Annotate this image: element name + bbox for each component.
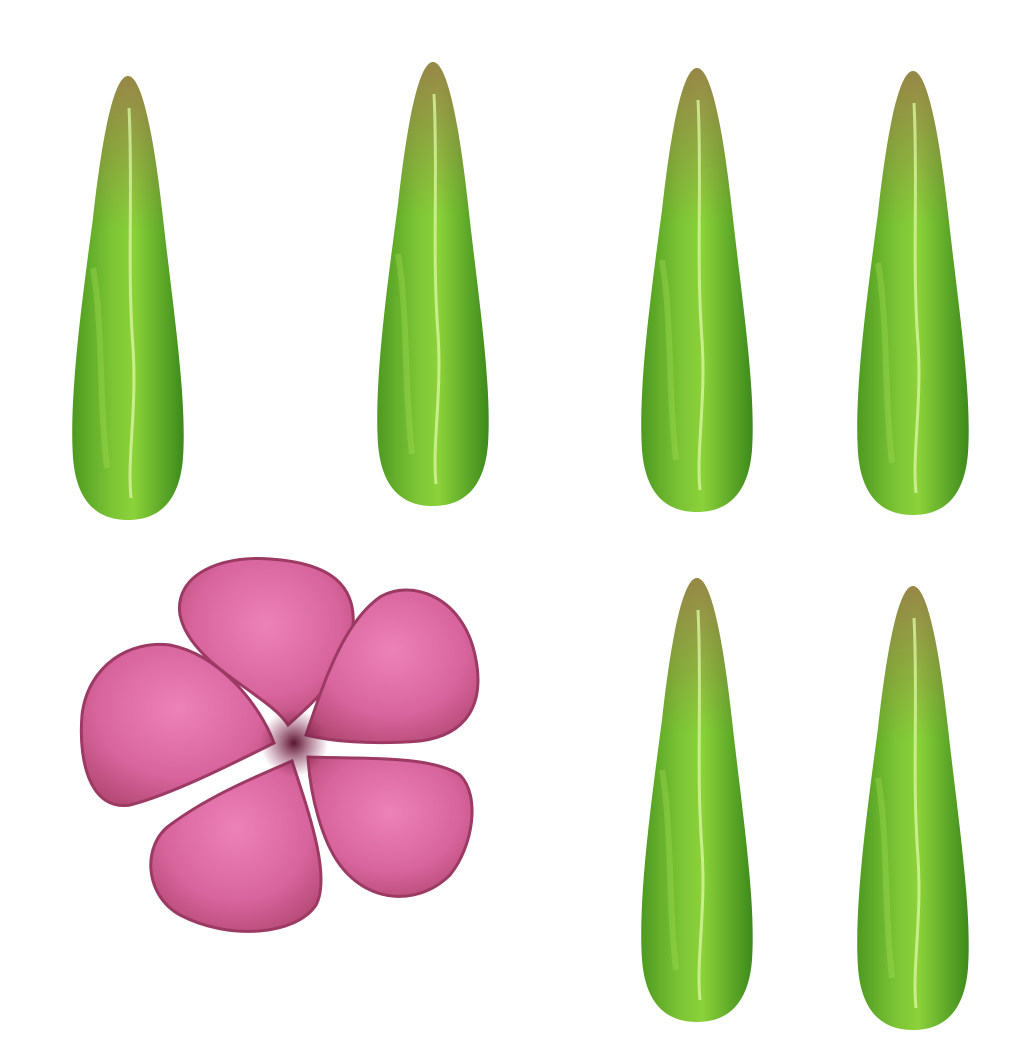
flower-center [260,709,328,777]
leaf-icon [641,68,753,512]
leaf-icon [641,578,753,1022]
leaf-icon [857,586,969,1030]
leaf-icon [72,76,184,520]
flower-petals [79,556,480,933]
leaf-icon [857,71,969,515]
leaf-icon [377,62,489,506]
flower-icon [79,556,480,933]
